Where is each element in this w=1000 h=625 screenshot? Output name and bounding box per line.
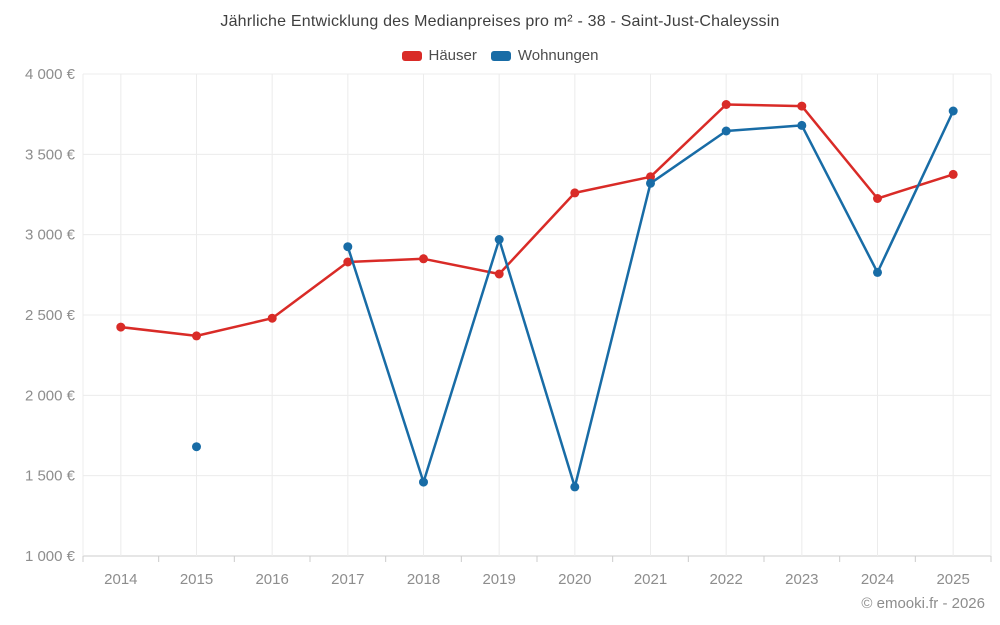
data-point-hauser-2018[interactable]: [419, 254, 428, 264]
x-tick-label: 2025: [936, 571, 969, 588]
data-point-wohnungen-2021[interactable]: [646, 178, 655, 188]
data-point-wohnungen-2023[interactable]: [797, 120, 807, 130]
y-tick-label: 1 000 €: [25, 548, 76, 565]
legend-label: Häuser: [428, 47, 477, 64]
x-tick-label: 2014: [104, 571, 137, 588]
chart-legend: Häuser Wohnungen: [0, 47, 1000, 64]
x-tick-label: 2021: [634, 571, 667, 588]
x-tick-label: 2024: [861, 571, 894, 588]
x-tick-label: 2015: [180, 571, 213, 588]
y-tick-label: 4 000 €: [25, 66, 76, 83]
x-tick-label: 2022: [709, 571, 742, 588]
data-point-wohnungen-2015[interactable]: [192, 442, 201, 452]
data-point-hauser-2024[interactable]: [873, 194, 882, 203]
x-tick-label: 2018: [407, 571, 440, 588]
copyright-watermark: © emooki.fr - 2026: [861, 595, 985, 612]
chart-title: Jährliche Entwicklung des Medianpreises …: [220, 13, 780, 30]
legend-item-hauser[interactable]: Häuser: [401, 47, 477, 64]
legend-swatch-icon: [401, 50, 422, 61]
data-point-wohnungen-2022[interactable]: [721, 126, 731, 136]
data-point-wohnungen-2018[interactable]: [419, 477, 428, 487]
data-point-hauser-2014[interactable]: [116, 322, 126, 332]
y-tick-label: 3 000 €: [25, 227, 76, 244]
x-tick-label: 2020: [558, 571, 591, 588]
data-point-hauser-2020[interactable]: [570, 188, 580, 198]
y-tick-label: 1 500 €: [25, 468, 76, 485]
data-point-wohnungen-2020[interactable]: [570, 482, 580, 492]
legend-item-wohnungen[interactable]: Wohnungen: [490, 47, 599, 64]
data-point-hauser-2025[interactable]: [948, 169, 958, 179]
data-point-hauser-2016[interactable]: [267, 313, 277, 323]
y-tick-label: 2 500 €: [25, 307, 76, 324]
series-line-hauser: [119, 103, 955, 338]
data-point-wohnungen-2019[interactable]: [494, 235, 504, 244]
legend-label: Wohnungen: [517, 47, 599, 64]
y-tick-label: 2 000 €: [25, 387, 76, 404]
data-point-hauser-2017[interactable]: [343, 257, 353, 267]
data-point-wohnungen-2024[interactable]: [873, 267, 882, 277]
x-tick-label: 2023: [785, 571, 818, 588]
x-tick-label: 2019: [482, 571, 515, 588]
y-tick-label: 3 500 €: [25, 146, 76, 163]
data-point-hauser-2019[interactable]: [494, 269, 504, 279]
data-point-hauser-2023[interactable]: [797, 101, 807, 111]
data-point-hauser-2022[interactable]: [721, 100, 731, 109]
data-point-wohnungen-2025[interactable]: [948, 106, 958, 116]
data-point-hauser-2021[interactable]: [646, 172, 655, 182]
x-tick-label: 2017: [331, 571, 364, 588]
legend-swatch-icon: [490, 50, 511, 61]
data-point-wohnungen-2017[interactable]: [343, 242, 353, 252]
x-tick-label: 2016: [255, 571, 288, 588]
data-point-hauser-2015[interactable]: [192, 331, 201, 341]
